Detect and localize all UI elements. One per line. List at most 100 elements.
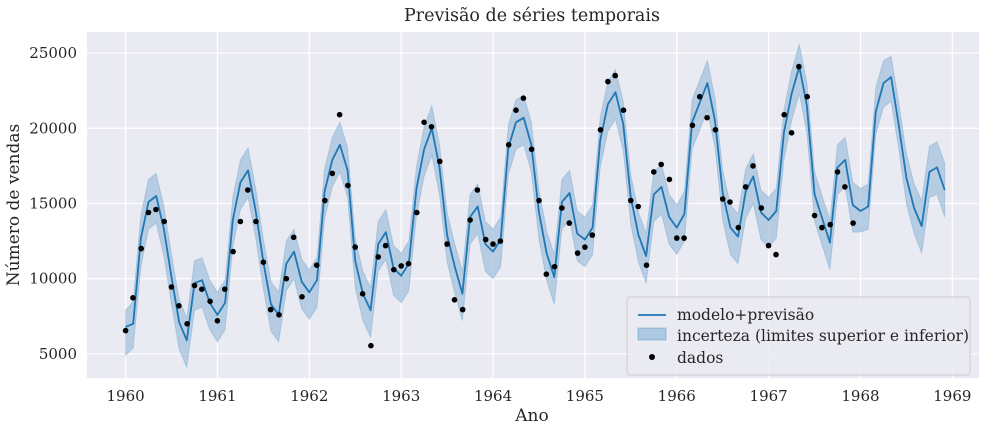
data-point	[827, 221, 833, 228]
data-point	[773, 251, 779, 258]
x-tick-labels: 1960 1961 1962 1963 1964 1965 1966 1967 1968 1969	[106, 387, 971, 405]
data-point	[681, 235, 687, 241]
data-point	[368, 342, 374, 349]
x-tick-label: 1968	[841, 387, 879, 405]
data-point	[589, 232, 596, 238]
data-point	[834, 169, 841, 175]
data-point	[658, 161, 664, 168]
data-point	[781, 111, 787, 118]
data-point	[421, 119, 427, 126]
data-point	[405, 260, 412, 267]
data-point	[245, 187, 251, 193]
data-point	[727, 199, 733, 205]
legend-band-swatch	[637, 327, 667, 341]
data-point	[414, 209, 420, 216]
data-point	[765, 242, 772, 249]
data-point	[176, 303, 182, 309]
data-point	[597, 127, 604, 133]
data-point	[375, 254, 382, 260]
data-point	[207, 298, 213, 305]
data-point	[719, 196, 726, 202]
y-tick-label: 15000	[29, 194, 77, 212]
data-point	[359, 291, 366, 297]
data-point	[796, 63, 802, 70]
x-tick-label: 1964	[474, 387, 512, 405]
data-point	[253, 218, 259, 225]
data-point	[513, 107, 519, 113]
data-point	[283, 275, 290, 282]
x-tick-label: 1962	[290, 387, 328, 405]
y-tick-label: 5000	[39, 345, 77, 363]
data-point	[145, 209, 152, 216]
data-point	[811, 212, 818, 219]
data-point	[336, 111, 343, 118]
data-point	[391, 266, 397, 273]
data-point	[191, 282, 198, 289]
data-point	[559, 205, 565, 211]
data-point	[161, 218, 167, 225]
data-point	[819, 224, 825, 231]
y-tick-label: 25000	[29, 44, 77, 62]
data-point	[605, 78, 611, 85]
data-point	[612, 72, 618, 79]
data-point	[651, 169, 657, 175]
data-point	[230, 248, 236, 255]
legend: modelo+previsão incerteza (limites super…	[626, 296, 971, 376]
data-point	[199, 286, 205, 293]
data-point	[299, 294, 305, 300]
data-point	[674, 235, 680, 241]
model-forecast-line	[125, 65, 946, 342]
data-point	[750, 163, 756, 169]
data-point	[742, 184, 749, 190]
data-point	[184, 321, 190, 327]
data-point	[704, 114, 710, 121]
data-point	[520, 95, 527, 101]
data-points	[122, 63, 856, 349]
data-point	[842, 184, 848, 190]
data-point	[543, 271, 550, 278]
data-point	[482, 236, 489, 243]
data-point	[643, 262, 650, 269]
data-point	[437, 158, 443, 165]
data-point	[712, 127, 719, 133]
data-point	[689, 122, 696, 129]
data-point	[276, 312, 282, 318]
data-point	[566, 220, 573, 226]
data-point	[222, 286, 228, 293]
data-point	[130, 295, 136, 301]
data-point	[850, 220, 856, 226]
x-tick-label: 1960	[106, 387, 144, 405]
x-tick-label: 1965	[566, 387, 604, 405]
data-point	[138, 245, 144, 252]
data-point	[497, 238, 504, 244]
legend-band-label: incerteza (limites superior e inferior)	[677, 327, 969, 345]
data-point	[635, 203, 641, 210]
legend-data-label: dados	[677, 349, 723, 367]
data-point	[168, 284, 175, 290]
data-point	[398, 263, 405, 269]
data-point	[467, 217, 473, 223]
data-point	[758, 205, 765, 211]
data-point	[628, 197, 634, 204]
data-point	[666, 176, 673, 183]
data-point	[574, 250, 581, 256]
data-point	[153, 206, 159, 213]
x-tick-label: 1969	[933, 387, 971, 405]
data-point	[260, 259, 267, 266]
x-tick-label: 1967	[750, 387, 788, 405]
x-tick-label: 1961	[198, 387, 236, 405]
data-point	[313, 262, 320, 269]
data-point	[352, 244, 359, 250]
y-tick-label: 20000	[29, 119, 77, 137]
x-tick-label: 1966	[658, 387, 696, 405]
data-point	[322, 197, 328, 204]
y-axis-label: Número de vendas	[4, 124, 24, 286]
data-point	[459, 306, 466, 313]
uncertainty-band	[125, 43, 946, 370]
legend-data-swatch	[649, 354, 655, 360]
legend-box	[626, 296, 971, 376]
legend-model-label: modelo+previsão	[677, 306, 814, 324]
data-point	[696, 93, 703, 100]
data-point	[788, 130, 795, 136]
